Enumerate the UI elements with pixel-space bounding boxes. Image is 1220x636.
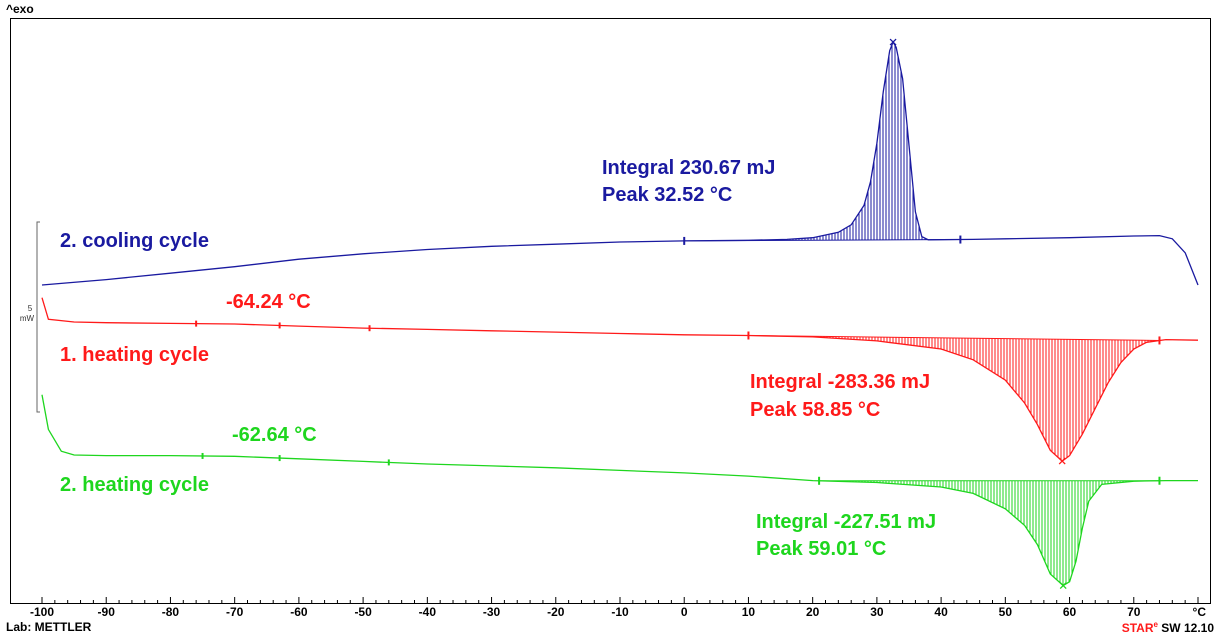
x-tick-label: -60 bbox=[290, 605, 308, 619]
peak-label-heating1: Peak 58.85 °C bbox=[750, 399, 880, 421]
onset-label-heating1: -64.24 °C bbox=[226, 291, 311, 313]
x-axis: -100 -90 -80 -70 -60 -50 -40 -30 -20 -10 0 10 20 30 40… bbox=[30, 597, 1206, 619]
x-tick-label: 20 bbox=[806, 605, 820, 619]
integral-baseline-heating1 bbox=[748, 335, 1160, 341]
integral-label-cooling2: Integral 230.67 mJ bbox=[602, 157, 775, 179]
x-tick-label: -20 bbox=[547, 605, 565, 619]
lab-label: Lab: METTLER bbox=[6, 620, 92, 634]
x-tick-label: 60 bbox=[1063, 605, 1077, 619]
scale-bar: 5mW bbox=[20, 221, 40, 413]
x-tick-label: -70 bbox=[226, 605, 244, 619]
annotation-labels: 2. cooling cycle Integral 230.67 mJ Peak 3… bbox=[60, 157, 936, 560]
software-label: STARe SW 12.10 bbox=[1122, 620, 1214, 635]
x-tick-label: 50 bbox=[999, 605, 1013, 619]
peak-marker-heating2 bbox=[1059, 582, 1067, 590]
series-label-cooling2: 2. cooling cycle bbox=[60, 230, 209, 252]
series-label-heating2: 2. heating cycle bbox=[60, 474, 209, 496]
x-tick-label: 30 bbox=[870, 605, 884, 619]
software-suffix: SW 12.10 bbox=[1157, 621, 1214, 635]
integral-fills bbox=[684, 44, 1160, 586]
scale-bar-value: 5 bbox=[28, 304, 33, 313]
plot-frame bbox=[10, 18, 1211, 604]
scale-bar-line bbox=[36, 221, 40, 413]
curve-heating2 bbox=[41, 394, 1198, 587]
curves bbox=[41, 38, 1199, 590]
peak-label-heating2: Peak 59.01 °C bbox=[756, 538, 886, 560]
peak-marker-heating1 bbox=[1058, 457, 1066, 465]
x-tick-label: -10 bbox=[611, 605, 629, 619]
scale-bar-unit: mW bbox=[20, 314, 35, 323]
x-tick-label: 10 bbox=[742, 605, 756, 619]
onset-label-heating2: -62.64 °C bbox=[232, 424, 317, 446]
x-tick-label: 40 bbox=[934, 605, 948, 619]
series-label-heating1: 1. heating cycle bbox=[60, 344, 209, 366]
x-tick-label: -50 bbox=[354, 605, 372, 619]
x-tick-label: -90 bbox=[98, 605, 116, 619]
x-tick-label: 0 bbox=[681, 605, 688, 619]
integral-label-heating1: Integral -283.36 mJ bbox=[750, 371, 930, 393]
exo-direction-label: ^exo bbox=[6, 2, 34, 16]
x-unit-label: °C bbox=[1193, 605, 1207, 619]
x-tick-label: -80 bbox=[162, 605, 180, 619]
software-prefix: STAR bbox=[1121, 621, 1154, 635]
x-tick-label: -40 bbox=[419, 605, 437, 619]
integral-label-heating2: Integral -227.51 mJ bbox=[756, 511, 936, 533]
curve-heating1 bbox=[41, 297, 1199, 462]
x-tick-label: 70 bbox=[1127, 605, 1141, 619]
x-tick-label: -30 bbox=[483, 605, 501, 619]
peak-marker-cooling2 bbox=[889, 38, 897, 46]
curve-cooling2 bbox=[41, 40, 1199, 286]
software-sup: e bbox=[1153, 620, 1158, 629]
x-tick-label: -100 bbox=[30, 605, 54, 619]
peak-label-cooling2: Peak 32.52 °C bbox=[602, 184, 732, 206]
